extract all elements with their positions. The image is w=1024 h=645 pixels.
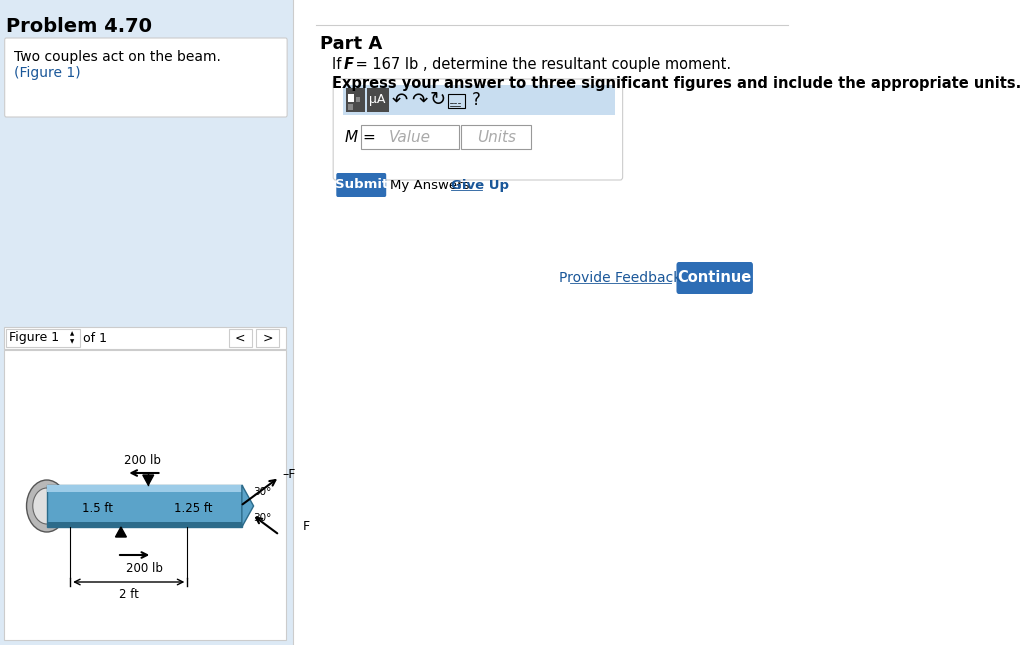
Text: = 167 lb , determine the resultant couple moment.: = 167 lb , determine the resultant coupl… <box>351 57 731 72</box>
FancyBboxPatch shape <box>336 173 386 197</box>
Text: <: < <box>236 332 246 344</box>
Text: Give Up: Give Up <box>451 179 509 192</box>
Bar <box>361 125 459 149</box>
Text: 200 lb: 200 lb <box>124 454 161 467</box>
Bar <box>367 88 388 112</box>
Bar <box>348 104 352 110</box>
Bar <box>355 97 360 102</box>
Bar <box>348 94 354 102</box>
Text: ▲: ▲ <box>71 332 75 337</box>
Text: Submit: Submit <box>335 179 388 192</box>
Text: 1.25 ft: 1.25 ft <box>174 502 213 515</box>
Bar <box>447 94 465 108</box>
FancyBboxPatch shape <box>333 79 623 180</box>
Text: Part A: Part A <box>319 35 382 53</box>
Text: (Figure 1): (Figure 1) <box>14 66 81 80</box>
Text: ?: ? <box>471 91 480 109</box>
Text: 30°: 30° <box>253 513 271 523</box>
Text: F: F <box>303 521 310 533</box>
Text: M =: M = <box>345 130 376 146</box>
Text: If: If <box>332 57 346 72</box>
Text: >: > <box>262 332 272 344</box>
Text: ↻: ↻ <box>429 90 445 110</box>
Text: ▼: ▼ <box>71 339 75 344</box>
Bar <box>228 329 252 347</box>
Circle shape <box>33 488 60 524</box>
Bar <box>293 0 799 645</box>
Text: Value: Value <box>389 130 431 144</box>
Bar <box>4 350 287 640</box>
Bar <box>256 329 280 347</box>
Text: μA: μA <box>370 94 386 106</box>
Text: 1.5 ft: 1.5 ft <box>82 502 113 515</box>
Bar <box>47 485 242 492</box>
Bar <box>47 522 242 527</box>
Text: of 1: of 1 <box>84 332 108 344</box>
Text: My Answers: My Answers <box>390 179 470 192</box>
Bar <box>346 88 366 112</box>
Text: Express your answer to three significant figures and include the appropriate uni: Express your answer to three significant… <box>332 76 1021 91</box>
FancyBboxPatch shape <box>5 38 287 117</box>
Polygon shape <box>116 527 126 537</box>
Text: Continue: Continue <box>678 270 752 286</box>
Circle shape <box>27 480 68 532</box>
Bar <box>0 0 293 645</box>
Text: Two couples act on the beam.: Two couples act on the beam. <box>14 50 221 64</box>
Bar <box>4 327 287 349</box>
Text: Provide Feedback: Provide Feedback <box>559 271 682 285</box>
Text: 200 lb: 200 lb <box>126 562 163 575</box>
Polygon shape <box>242 485 254 527</box>
FancyBboxPatch shape <box>677 262 753 294</box>
Bar <box>47 485 242 527</box>
Text: F: F <box>344 57 354 72</box>
Polygon shape <box>142 475 154 485</box>
Bar <box>6 329 80 347</box>
Text: ↶: ↶ <box>392 90 409 110</box>
Text: 30°: 30° <box>253 487 271 497</box>
Text: Figure 1: Figure 1 <box>9 332 59 344</box>
Text: ↷: ↷ <box>411 90 427 110</box>
Text: –F: –F <box>283 468 296 482</box>
Bar <box>461 125 531 149</box>
Text: Problem 4.70: Problem 4.70 <box>6 17 153 36</box>
Bar <box>343 85 614 115</box>
Text: 2 ft: 2 ft <box>119 588 138 601</box>
Text: Units: Units <box>477 130 516 144</box>
